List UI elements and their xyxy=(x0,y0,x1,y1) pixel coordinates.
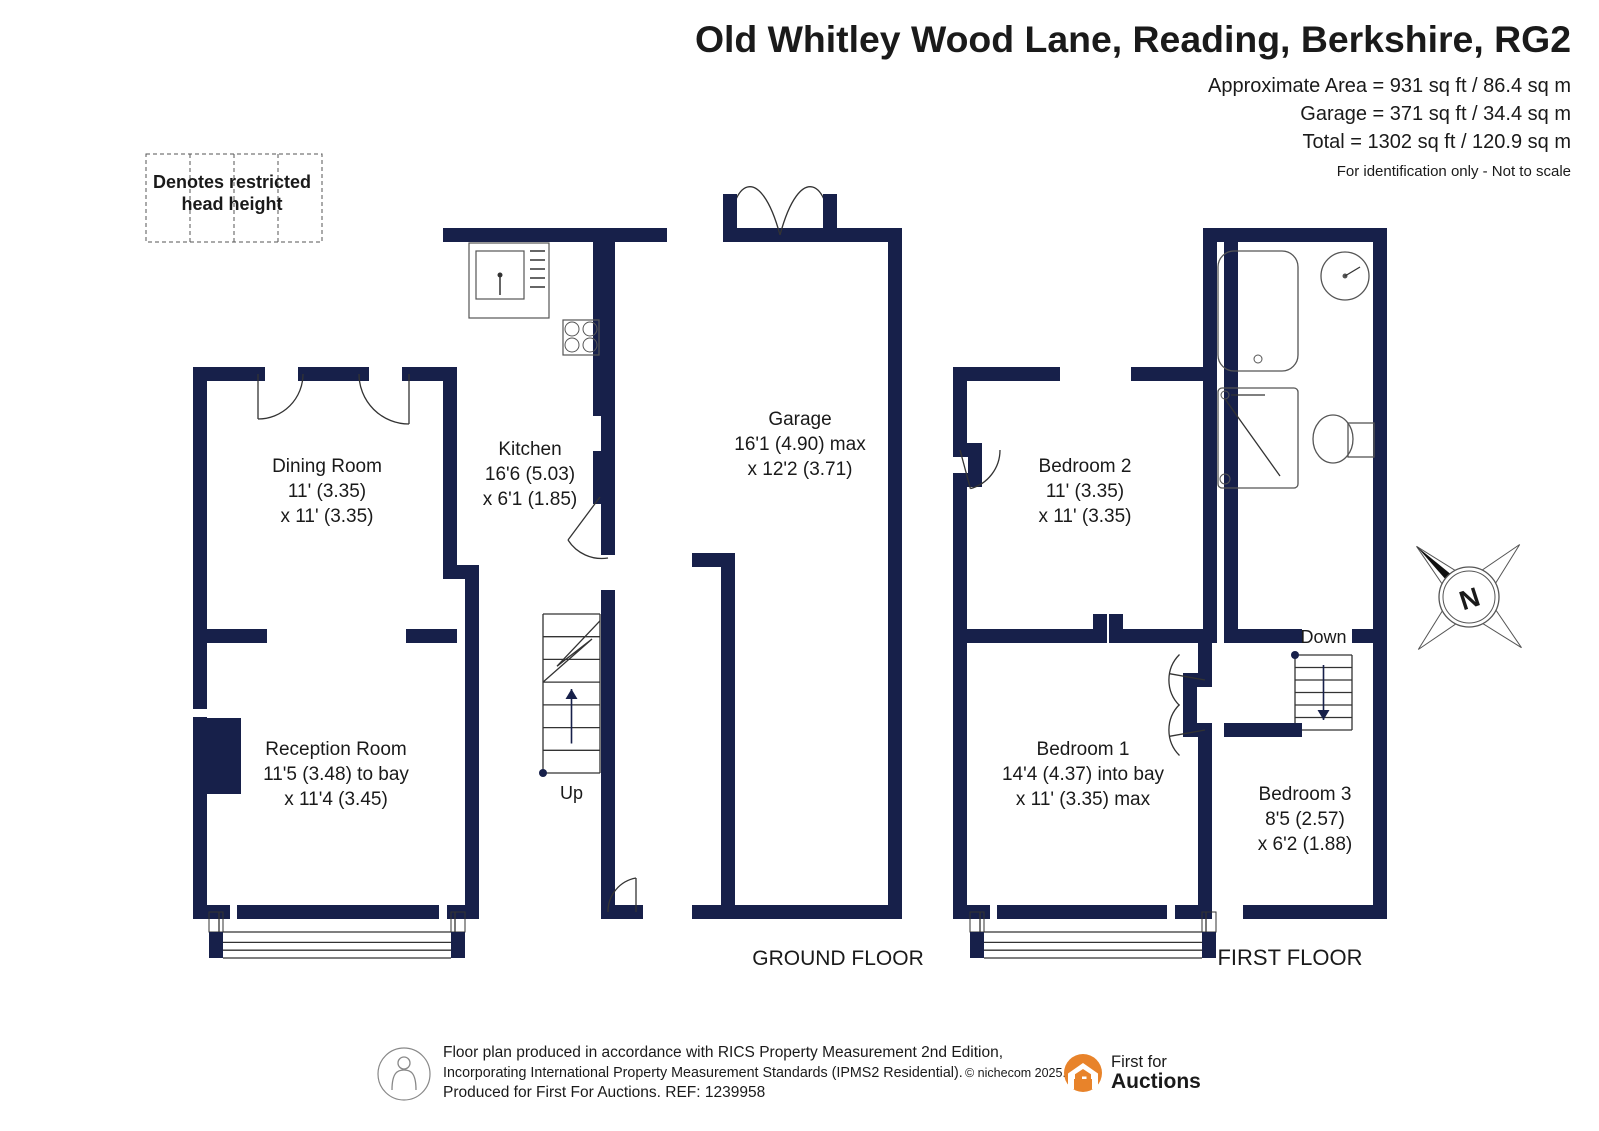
svg-text:x 11' (3.35): x 11' (3.35) xyxy=(1038,506,1131,527)
svg-text:Garage = 371 sq ft / 34.4 sq m: Garage = 371 sq ft / 34.4 sq m xyxy=(1300,103,1571,125)
svg-text:head height: head height xyxy=(181,194,282,214)
svg-text:14'4 (4.37) into bay: 14'4 (4.37) into bay xyxy=(1002,764,1165,785)
svg-text:Garage: Garage xyxy=(768,409,831,430)
svg-text:x 6'2 (1.88): x 6'2 (1.88) xyxy=(1258,834,1352,855)
svg-text:GROUND FLOOR: GROUND FLOOR xyxy=(752,947,924,970)
svg-text:Auctions: Auctions xyxy=(1111,1070,1201,1093)
svg-text:x 11'4 (3.45): x 11'4 (3.45) xyxy=(284,789,388,810)
svg-text:Incorporating International Pr: Incorporating International Property Mea… xyxy=(443,1065,963,1081)
svg-text:8'5 (2.57): 8'5 (2.57) xyxy=(1265,809,1345,830)
svg-text:© nichecom 2025.: © nichecom 2025. xyxy=(965,1066,1066,1080)
svg-text:Bedroom 2: Bedroom 2 xyxy=(1039,456,1132,477)
svg-text:For identification only - Not: For identification only - Not to scale xyxy=(1337,163,1571,180)
svg-text:Produced for First For Auction: Produced for First For Auctions. REF: 12… xyxy=(443,1084,765,1101)
svg-text:Floor plan produced in accorda: Floor plan produced in accordance with R… xyxy=(443,1044,1003,1061)
svg-text:Approximate Area = 931 sq ft /: Approximate Area = 931 sq ft / 86.4 sq m xyxy=(1208,75,1571,97)
svg-text:x 6'1 (1.85): x 6'1 (1.85) xyxy=(483,489,577,510)
svg-text:11'5 (3.48) to bay: 11'5 (3.48) to bay xyxy=(263,764,409,785)
svg-text:Old Whitley Wood Lane, Reading: Old Whitley Wood Lane, Reading, Berkshir… xyxy=(695,18,1571,60)
svg-text:First for: First for xyxy=(1111,1053,1167,1071)
svg-text:Bedroom 3: Bedroom 3 xyxy=(1259,784,1352,805)
svg-text:Down: Down xyxy=(1300,627,1346,647)
svg-text:x 11' (3.35) max: x 11' (3.35) max xyxy=(1016,789,1151,810)
svg-text:11' (3.35): 11' (3.35) xyxy=(288,481,366,502)
svg-text:x 11' (3.35): x 11' (3.35) xyxy=(280,506,373,527)
svg-text:16'6 (5.03): 16'6 (5.03) xyxy=(485,464,575,485)
svg-text:Kitchen: Kitchen xyxy=(498,439,561,460)
svg-text:11' (3.35): 11' (3.35) xyxy=(1046,481,1124,502)
svg-text:Reception Room: Reception Room xyxy=(265,739,407,760)
svg-text:Total = 1302 sq ft / 120.9 sq: Total = 1302 sq ft / 120.9 sq m xyxy=(1303,131,1572,153)
svg-text:Up: Up xyxy=(560,783,583,803)
svg-text:x 12'2 (3.71): x 12'2 (3.71) xyxy=(747,459,852,480)
svg-text:FIRST FLOOR: FIRST FLOOR xyxy=(1217,945,1362,970)
svg-text:Bedroom 1: Bedroom 1 xyxy=(1037,739,1130,760)
svg-text:16'1 (4.90) max: 16'1 (4.90) max xyxy=(734,434,866,455)
svg-text:Dining Room: Dining Room xyxy=(272,456,382,477)
svg-text:Denotes restricted: Denotes restricted xyxy=(153,172,311,192)
